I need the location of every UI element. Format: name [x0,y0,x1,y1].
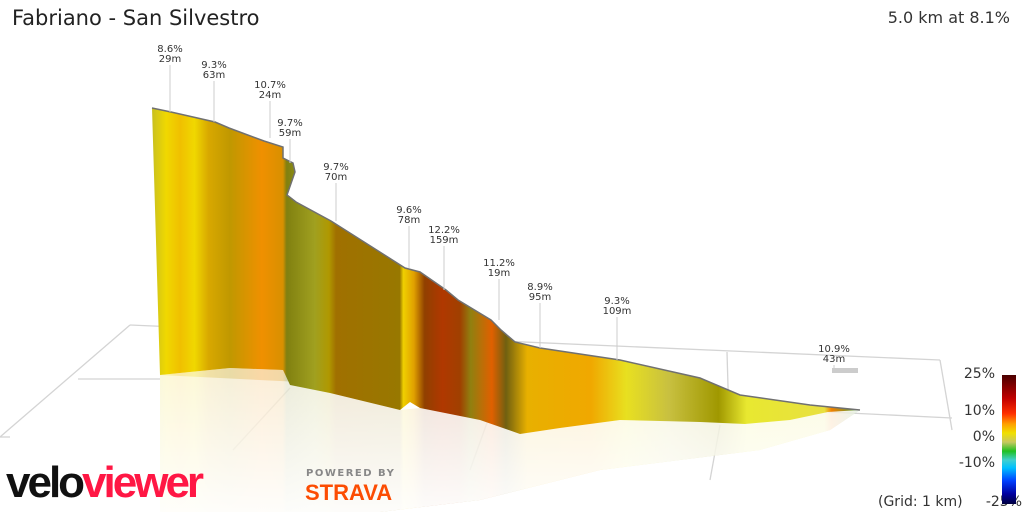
climb-annotation: 9.3%109m [603,296,632,360]
profile-wall [152,108,860,434]
chart-title: Fabriano - San Silvestro [12,6,260,30]
legend-tick: 0% [972,429,995,445]
climb-annotation: 10.9%43m [818,344,850,372]
climb-annotation: 9.6%78m [396,205,422,268]
annotation-len: 59m [279,128,301,139]
legend-tick: 25% [963,366,995,382]
annotation-len: 29m [159,54,181,65]
annotation-pct: 9.7% [323,162,348,173]
grid-line [0,324,131,438]
climb-annotation: 9.7%70m [323,162,349,221]
strava-logo[interactable]: STRAVA [305,480,393,505]
annotation-pct: 11.2% [483,258,515,269]
annotation-len: 109m [603,306,632,317]
legend-tick: -10% [958,455,995,471]
climb-annotation: 9.7%59m [277,118,303,163]
annotation-pct: 12.2% [428,225,460,236]
annotation-len: 159m [430,235,459,246]
annotation-len: 19m [488,268,510,279]
annotation-len: 95m [529,292,551,303]
annotation-pct: 10.9% [818,344,850,355]
climb-annotation: 9.3%63m [201,60,227,122]
climb-annotation: 11.2%19m [483,258,515,320]
gradient-color-scale [1002,375,1016,504]
annotation-len: 78m [398,215,420,226]
annotation-pct: 9.3% [604,296,629,307]
climb-annotation: 8.9%95m [527,282,553,348]
annotation-pct: 8.6% [157,44,182,55]
annotation-len: 63m [203,70,225,81]
annotation-len: 70m [325,172,347,183]
profile-top-line [151,107,861,411]
annotation-len: 24m [259,90,281,101]
annotation-pct: 8.9% [527,282,552,293]
annotation-pct: 9.3% [201,60,226,71]
annotation-pct: 9.7% [277,118,302,129]
climb-summary: 5.0 km at 8.1% [887,8,1010,27]
logo-part: viewer [82,458,204,507]
end-marker [832,368,858,373]
powered-by-text: POWERED BY [306,468,396,479]
annotation-pct: 9.6% [396,205,421,216]
grid-note: (Grid: 1 km) [878,494,963,510]
veloviewer-logo[interactable]: veloviewer [6,458,204,508]
legend-tick: 10% [963,403,995,419]
climb-annotation: 12.2%159m [428,225,460,290]
logo-part: velo [6,458,85,507]
annotation-len: 43m [823,354,845,365]
climb-annotation: 10.7%24m [254,80,286,138]
annotation-pct: 10.7% [254,80,286,91]
climb-annotation: 8.6%29m [157,44,183,112]
